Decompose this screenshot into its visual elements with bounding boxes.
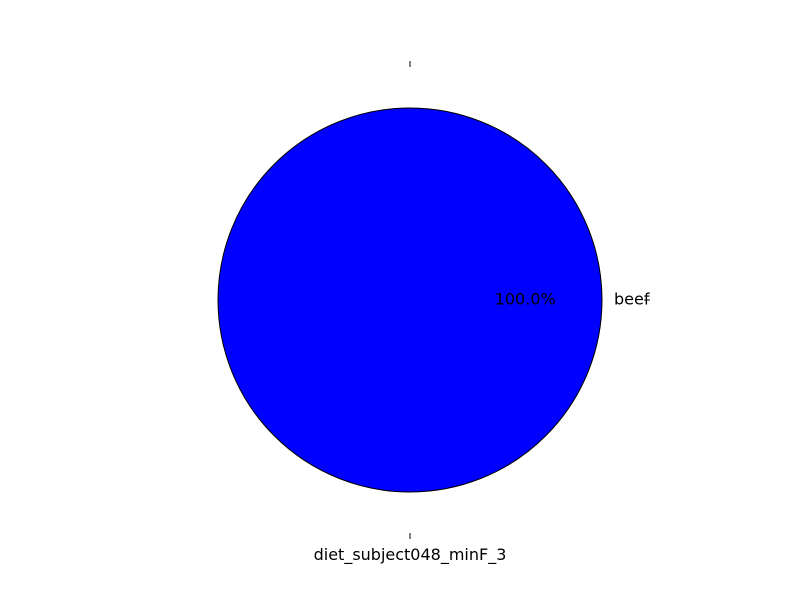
slice-label-beef: beef [614,290,650,309]
x-axis-label: diet_subject048_minF_3 [314,545,507,565]
slice-percent-label-beef: 100.0% [495,290,556,309]
axis-ticks [409,61,650,539]
pie-slices [217,107,603,493]
pie-labels: beef 100.0% [495,290,650,309]
pie-slice-beef [217,107,603,493]
